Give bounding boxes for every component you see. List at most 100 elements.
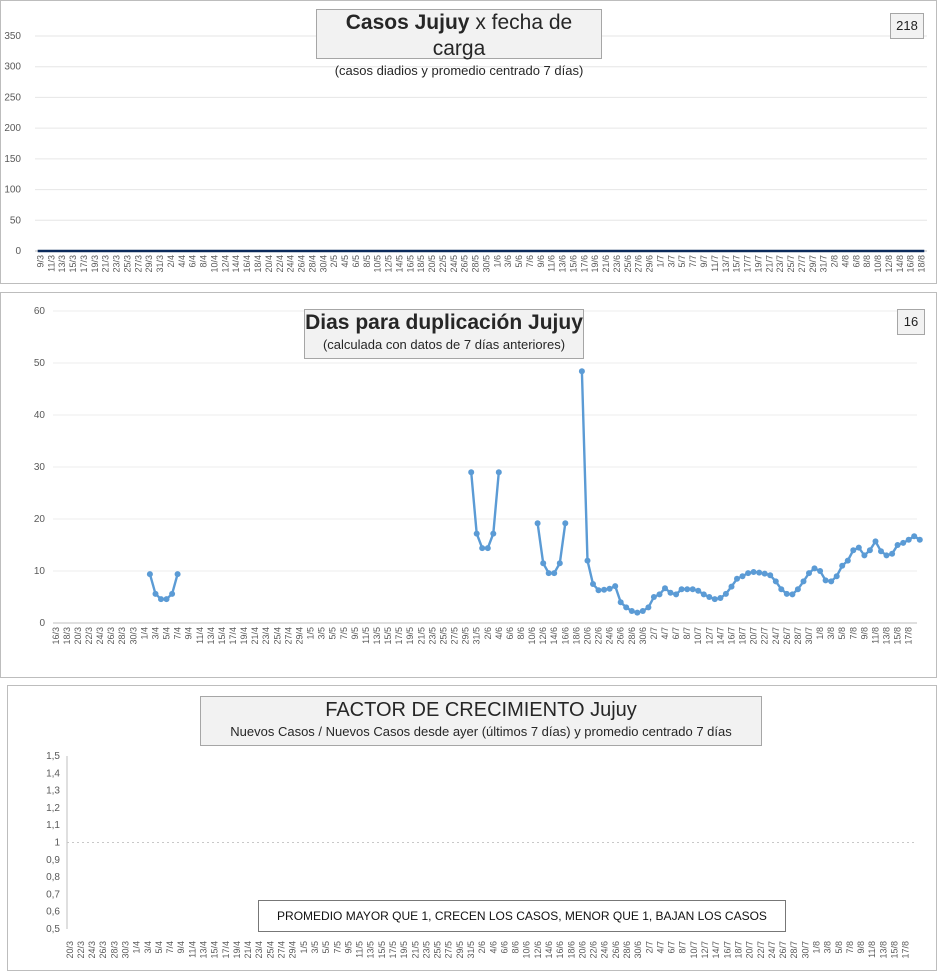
x-tick-label: 20/7 <box>745 941 755 959</box>
x-tick-label: 29/4 <box>288 941 298 959</box>
x-tick-label: 1/7 <box>655 255 665 268</box>
doubling-days-point <box>900 539 907 546</box>
x-tick-label: 11/4 <box>187 941 197 958</box>
x-tick-label: 25/7 <box>786 255 796 273</box>
x-tick-label: 22/6 <box>589 941 599 959</box>
doubling-days-point <box>606 585 613 592</box>
y-tick-label: 1,5 <box>46 751 60 762</box>
x-tick-label: 8/5 <box>362 255 372 268</box>
x-tick-label: 15/8 <box>893 627 903 645</box>
y-tick-label: 50 <box>10 215 22 226</box>
x-tick-label: 10/8 <box>873 255 883 273</box>
x-tick-label: 9/6 <box>536 255 546 268</box>
x-tick-label: 16/7 <box>726 627 736 645</box>
x-tick-label: 11/6 <box>547 255 557 272</box>
x-tick-label: 1/6 <box>492 255 502 268</box>
x-tick-label: 17/8 <box>904 627 914 645</box>
x-tick-label: 4/6 <box>488 941 498 954</box>
x-tick-label: 7/4 <box>165 941 175 954</box>
x-tick-label: 15/7 <box>732 255 742 273</box>
x-tick-label: 13/4 <box>199 941 209 959</box>
y-tick-label: 1 <box>54 838 60 849</box>
x-tick-label: 13/5 <box>366 941 376 959</box>
x-tick-label: 11/5 <box>361 627 371 644</box>
x-tick-label: 28/4 <box>307 255 317 273</box>
y-tick-label: 30 <box>34 462 46 473</box>
x-tick-label: 27/4 <box>283 627 293 645</box>
x-tick-label: 1/5 <box>299 941 309 954</box>
x-tick-label: 21/3 <box>101 255 111 273</box>
x-tick-label: 22/5 <box>438 255 448 273</box>
x-tick-label: 24/5 <box>449 255 459 273</box>
x-tick-label: 22/4 <box>275 255 285 273</box>
chart-title-box: Dias para duplicación Jujuy (calculada c… <box>304 309 584 359</box>
doubling-days-point <box>722 590 729 597</box>
x-tick-label: 14/8 <box>895 255 905 273</box>
x-tick-label: 1/8 <box>815 627 825 640</box>
doubling-days-point <box>169 590 176 597</box>
x-tick-label: 10/7 <box>689 941 699 959</box>
doubling-days-point <box>872 538 879 545</box>
x-tick-label: 27/4 <box>277 941 287 959</box>
x-tick-label: 3/8 <box>823 941 833 954</box>
doubling-days-point <box>163 596 170 603</box>
x-tick-label: 25/4 <box>272 627 282 645</box>
doubling-days-point <box>673 591 680 598</box>
y-tick-label: 0,8 <box>46 872 60 883</box>
x-tick-label: 24/4 <box>286 255 296 273</box>
x-tick-label: 1/8 <box>811 941 821 954</box>
x-tick-label: 7/6 <box>525 255 535 268</box>
x-tick-label: 17/3 <box>79 255 89 273</box>
x-tick-label: 27/5 <box>444 941 454 959</box>
x-tick-label: 10/5 <box>373 255 383 273</box>
x-tick-label: 23/4 <box>261 627 271 645</box>
doubling-days-point <box>911 533 918 540</box>
x-tick-label: 11/4 <box>195 627 205 644</box>
x-tick-label: 22/7 <box>756 941 766 959</box>
doubling-days-point <box>495 469 502 476</box>
doubling-days-point <box>706 594 713 600</box>
doubling-days-point <box>828 578 835 585</box>
x-tick-label: 13/8 <box>878 941 888 959</box>
doubling-days-point <box>905 536 912 543</box>
x-tick-label: 14/4 <box>231 255 241 273</box>
x-tick-label: 3/5 <box>317 627 327 640</box>
x-tick-label: 2/7 <box>649 627 659 640</box>
x-tick-label: 18/5 <box>416 255 426 273</box>
x-tick-label: 16/6 <box>555 941 565 959</box>
x-tick-label: 6/6 <box>505 627 515 640</box>
x-tick-label: 18/7 <box>733 941 743 959</box>
x-tick-label: 22/3 <box>76 941 86 959</box>
x-tick-label: 3/4 <box>150 627 160 640</box>
y-tick-label: 100 <box>4 185 21 196</box>
x-tick-label: 15/3 <box>68 255 78 273</box>
x-tick-label: 18/6 <box>571 627 581 645</box>
doubling-days-point <box>734 575 740 582</box>
x-tick-label: 7/4 <box>173 627 183 640</box>
x-tick-label: 26/7 <box>778 941 788 959</box>
x-tick-label: 31/3 <box>155 255 165 273</box>
x-tick-label: 8/4 <box>199 255 209 268</box>
x-tick-label: 27/7 <box>797 255 807 273</box>
x-tick-label: 8/7 <box>678 941 688 954</box>
casos-chart: 0 50 100 150 200 250 300 350 9/3 11/3 13/3 15/3 17/3… <box>4 31 927 273</box>
x-tick-label: 20/4 <box>264 255 274 273</box>
x-tick-label: 12/7 <box>704 627 714 645</box>
doubling-days-point <box>861 552 868 559</box>
x-tick-label: 28/7 <box>789 941 799 959</box>
x-tick-label: 5/5 <box>328 627 338 640</box>
x-tick-label: 4/5 <box>340 255 350 268</box>
x-tick-label: 29/4 <box>294 627 304 645</box>
x-tick-label: 9/7 <box>699 255 709 268</box>
y-tick-label: 0 <box>15 246 21 257</box>
x-tick-label: 23/5 <box>427 627 437 645</box>
doubling-days-point <box>612 583 619 590</box>
x-tick-label: 19/5 <box>405 627 415 645</box>
x-tick-label: 29/3 <box>144 255 154 273</box>
x-tick-label: 2/5 <box>329 255 339 268</box>
x-tick-label: 25/5 <box>438 627 448 645</box>
doubling-days-point <box>889 550 896 557</box>
latest-value-badge: 16 <box>897 309 925 335</box>
doubling-days-line <box>470 472 500 550</box>
doubling-days-point <box>479 545 486 552</box>
